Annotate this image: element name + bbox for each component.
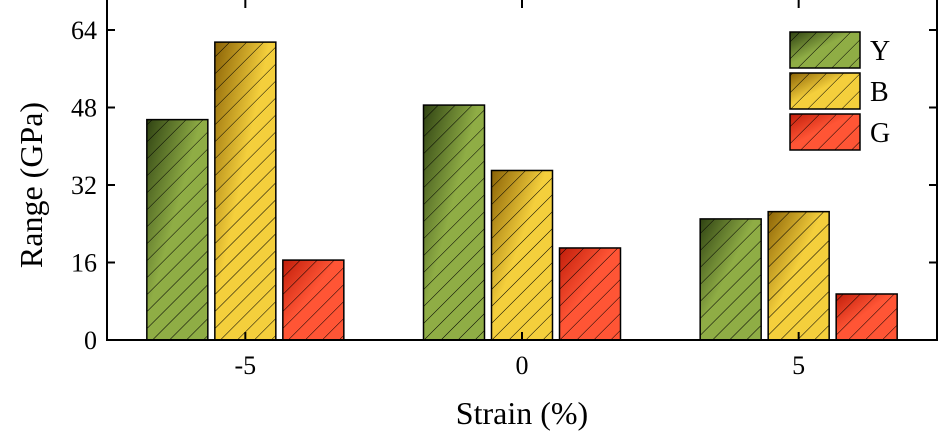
x-tick-label: 5 — [792, 351, 805, 380]
legend-label-G: G — [870, 118, 890, 149]
bar-hatch-G-5 — [836, 293, 898, 340]
legend-swatch-hatch-G — [790, 114, 860, 150]
bar-hatch-B--5 — [214, 42, 276, 340]
bar-hatch-Y--5 — [146, 119, 208, 340]
legend-label-B: B — [870, 77, 889, 108]
y-tick-label: 16 — [71, 249, 97, 278]
legend-swatch-hatch-B — [790, 73, 860, 109]
x-tick-label: 0 — [516, 351, 529, 380]
legend-label-Y: Y — [870, 36, 890, 67]
x-tick-label: -5 — [234, 351, 256, 380]
y-tick-label: 0 — [84, 326, 97, 355]
ticks-layer: 0 16 32 48 64 -5 0 5 — [71, 0, 937, 380]
x-axis-title: Strain (%) — [456, 395, 588, 431]
bar-hatch-B-0 — [491, 170, 553, 340]
legend-swatch-hatch-Y — [790, 32, 860, 68]
bars-layer — [146, 41, 898, 341]
bar-hatch-Y-0 — [423, 105, 485, 340]
y-tick-label: 48 — [71, 94, 97, 123]
y-tick-label: 32 — [71, 171, 97, 200]
bar-hatch-B-5 — [768, 211, 830, 340]
bar-hatch-G--5 — [282, 260, 344, 340]
y-axis-title: Range (GPa) — [13, 102, 49, 268]
bar-hatch-Y-5 — [700, 218, 762, 340]
legend: YBG — [789, 31, 890, 151]
y-tick-label: 64 — [71, 16, 97, 45]
bar-hatch-G-0 — [559, 247, 621, 340]
